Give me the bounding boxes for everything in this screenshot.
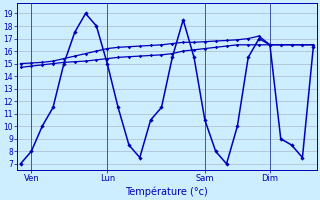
X-axis label: Température (°c): Température (°c) xyxy=(125,186,208,197)
